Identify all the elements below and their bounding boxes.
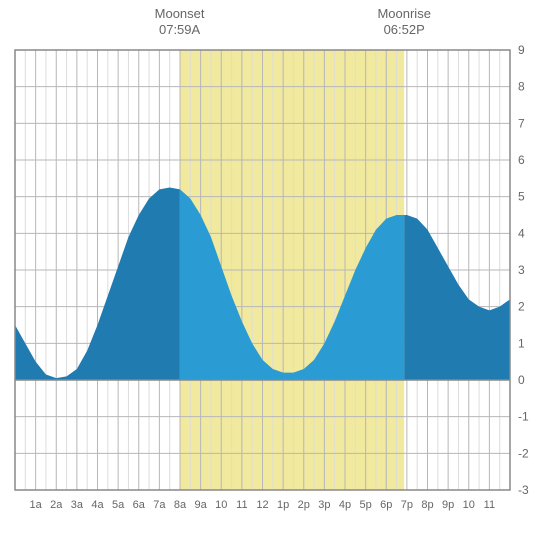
moonset-label: Moonset	[155, 6, 205, 21]
x-tick-label: 3a	[71, 499, 84, 511]
x-tick-label: 5a	[112, 499, 125, 511]
x-tick-label: 1p	[277, 499, 289, 511]
y-tick-label: 8	[518, 80, 525, 94]
x-tick-label: 7a	[153, 499, 166, 511]
x-tick-label: 8a	[174, 499, 187, 511]
y-tick-label: -2	[518, 446, 529, 460]
x-tick-label: 2p	[298, 499, 310, 511]
x-tick-label: 11	[484, 499, 495, 511]
x-tick-label: 2a	[50, 499, 63, 511]
x-tick-label: 9p	[442, 499, 454, 511]
x-tick-label: 4a	[91, 499, 104, 511]
x-tick-label: 1a	[30, 499, 43, 511]
x-tick-label: 11	[236, 499, 247, 511]
x-tick-label: 6a	[133, 499, 146, 511]
y-tick-label: 7	[518, 116, 525, 130]
x-tick-label: 5p	[360, 499, 372, 511]
x-tick-label: 7p	[401, 499, 413, 511]
x-tick-label: 9a	[195, 499, 208, 511]
y-tick-label: -1	[518, 410, 529, 424]
moonrise-label: Moonrise	[377, 6, 430, 21]
y-tick-label: -3	[518, 483, 529, 497]
x-tick-label: 4p	[339, 499, 351, 511]
y-tick-label: 1	[518, 336, 525, 350]
chart-svg: -3-2-101234567891a2a3a4a5a6a7a8a9a101112…	[0, 0, 550, 550]
x-tick-label: 12	[256, 499, 268, 511]
x-tick-label: 10	[463, 499, 475, 511]
x-tick-label: 3p	[318, 499, 330, 511]
y-tick-label: 4	[518, 226, 525, 240]
y-tick-label: 6	[518, 153, 525, 167]
y-tick-label: 2	[518, 300, 525, 314]
moonrise-time: 06:52P	[384, 22, 425, 37]
y-tick-label: 9	[518, 43, 525, 57]
moonset-time: 07:59A	[159, 22, 201, 37]
y-tick-label: 3	[518, 263, 525, 277]
y-tick-label: 0	[518, 373, 525, 387]
tide-chart: -3-2-101234567891a2a3a4a5a6a7a8a9a101112…	[0, 0, 550, 550]
x-tick-label: 8p	[421, 499, 433, 511]
x-tick-label: 6p	[380, 499, 392, 511]
x-tick-label: 10	[215, 499, 227, 511]
y-tick-label: 5	[518, 190, 525, 204]
